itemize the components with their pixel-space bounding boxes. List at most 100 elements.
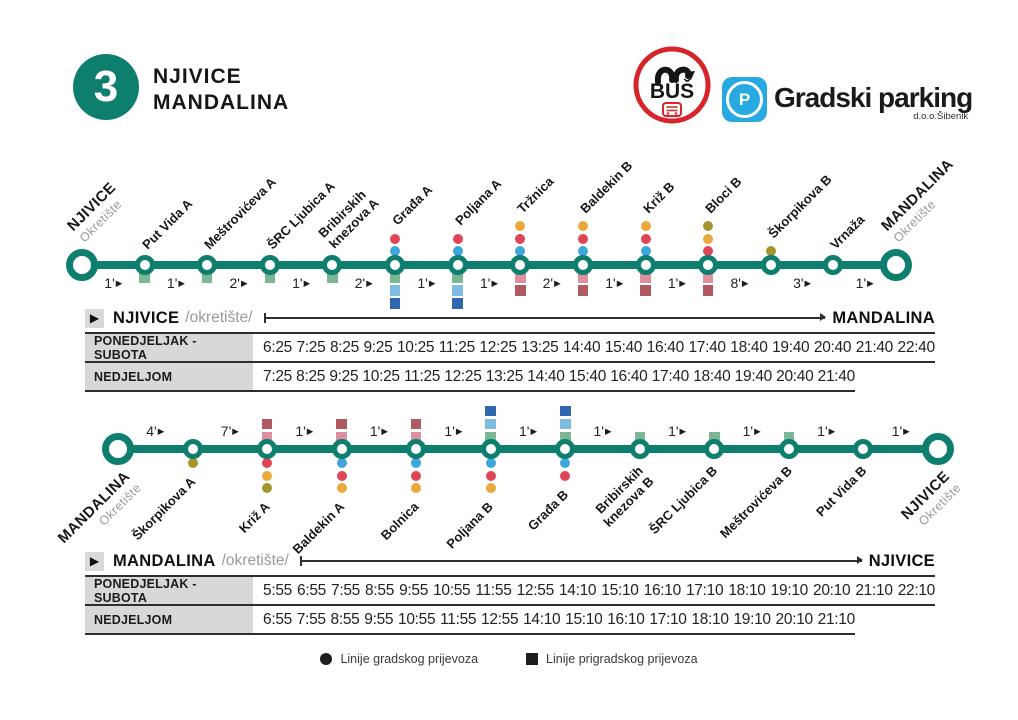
direction-triangle-icon: ▶	[554, 278, 561, 288]
direction-triangle-icon: ▶	[306, 426, 314, 436]
suburban-line-square	[389, 285, 401, 296]
departure-time: 14:40	[527, 367, 565, 385]
route-number: 3	[93, 62, 119, 111]
departure-time: 18:40	[730, 338, 768, 356]
city-line-dot	[515, 221, 526, 231]
departure-time: 7:25	[296, 338, 326, 356]
legend: Linije gradskog prijevoza Linije prigrad…	[0, 652, 1018, 666]
departure-time: 21:40	[817, 367, 856, 385]
stop-circle	[197, 255, 218, 275]
departure-time: 12:25	[479, 338, 517, 356]
direction-triangle-icon: ▶	[428, 278, 436, 288]
city-line-dot	[336, 470, 347, 481]
suburban-line-square	[264, 272, 276, 283]
departure-time: 10:55	[398, 610, 436, 628]
departure-times: 7:25 8:25 9:25 10:25 11:25 12:25 13:25 14:40 15:…	[263, 363, 855, 390]
direction-line	[299, 556, 863, 565]
legend-city-label: Linije gradskog prijevoza	[340, 652, 479, 666]
departure-time: 18:10	[728, 581, 766, 599]
timetable-origin-sub: /okretište/	[221, 552, 289, 569]
direction-triangle-icon: ▶	[178, 278, 185, 288]
direction-triangle-icon: ▶	[679, 278, 686, 288]
departure-time: 19:40	[772, 338, 810, 356]
direction-triangle-icon: ▶	[867, 278, 874, 288]
city-line-dot	[336, 483, 347, 493]
terminal-stop-circle	[922, 433, 954, 465]
suburban-line-square	[577, 285, 589, 296]
city-line-dot	[703, 233, 714, 244]
city-line-dot	[515, 233, 526, 244]
direction-triangle-icon: ▶	[741, 278, 749, 288]
departure-time: 21:10	[817, 610, 856, 628]
direction-triangle-icon: ▶	[381, 426, 388, 436]
city-line-dot	[411, 458, 422, 468]
city-line-dot	[577, 233, 588, 244]
direction-triangle-icon: ▶	[616, 278, 624, 288]
timetable-destination: NJIVICE	[868, 551, 935, 570]
departure-time: 19:40	[734, 367, 773, 385]
departure-time: 16:40	[646, 338, 685, 356]
departure-time: 16:10	[643, 581, 682, 599]
stop-circle	[853, 439, 874, 459]
suburban-line-square	[640, 272, 651, 283]
stop-label: Put Vida B	[812, 463, 870, 520]
route-title: NJIVICE MANDALINA	[153, 64, 289, 116]
suburban-line-square	[709, 431, 720, 442]
route-destination-name: MANDALINA	[153, 91, 290, 114]
departure-time: 17:40	[688, 338, 726, 356]
stop-label: NJIVICE Okretište	[897, 468, 964, 529]
direction-triangle-icon: ▶	[604, 426, 612, 436]
suburban-line-square	[139, 272, 150, 283]
direction-arrow-icon: ▶	[85, 551, 104, 571]
stop-circle	[510, 255, 531, 275]
suburban-line-square	[389, 272, 401, 283]
direction-line	[263, 313, 827, 322]
departure-time: 7:25	[263, 367, 292, 385]
city-line-dot	[452, 233, 463, 244]
city-line-dot	[515, 246, 526, 256]
departure-time: 9:25	[329, 367, 359, 385]
departure-time: 9:55	[399, 581, 429, 599]
legend-suburban-lines: Linije prigradskog prijevoza	[526, 652, 698, 666]
suburban-line-square	[560, 418, 571, 429]
city-line-circle-icon	[320, 653, 333, 665]
departure-time: 11:55	[475, 581, 512, 599]
departure-time: 11:25	[403, 367, 441, 385]
departure-time: 12:55	[481, 610, 519, 628]
suburban-line-square	[560, 405, 571, 416]
terminal-stop-circle	[880, 249, 912, 281]
stop-circle	[322, 255, 343, 275]
city-line-dot	[560, 470, 571, 481]
direction-triangle-icon: ▶	[232, 426, 239, 436]
departure-time: 14:40	[563, 338, 601, 356]
city-line-dot	[262, 483, 273, 493]
stop-circle	[572, 255, 593, 275]
parking-brand-text: Gradski parking	[774, 82, 973, 113]
departure-time: 17:40	[651, 367, 690, 385]
segment-time: 2'▶	[542, 275, 561, 291]
departure-time: 14:10	[558, 581, 597, 599]
departure-time: 17:10	[685, 581, 724, 599]
direction-triangle-icon: ▶	[157, 426, 165, 436]
timetable-origin: MANDALINA	[113, 551, 216, 570]
departure-times: 6:25 7:25 8:25 9:25 10:25 11:25 12:25 13:25 14:4…	[263, 334, 935, 361]
day-row-label: PONEDJELJAK - SUBOTA	[85, 577, 253, 605]
stop-circle	[257, 439, 278, 459]
departure-time: 16:40	[610, 367, 648, 385]
departure-time: 10:55	[433, 581, 471, 599]
segment-time: 1'▶	[891, 423, 910, 439]
stop-circle	[259, 255, 280, 275]
day-row-label: PONEDJELJAK - SUBOTA	[85, 334, 253, 362]
departure-time: 22:10	[897, 581, 936, 599]
suburban-line-square	[452, 285, 463, 296]
departure-time: 19:10	[733, 610, 771, 628]
day-row-label: NEDJELJOM	[85, 363, 253, 390]
segment-time: 1'▶	[518, 423, 537, 439]
stop-circle	[778, 439, 799, 459]
day-row: PONEDJELJAK - SUBOTA 5:55 6:55 7:55 8:55 9:55…	[85, 577, 935, 606]
bus-logo-icon: BUŠ	[633, 46, 711, 124]
segment-time: 1'▶	[369, 423, 388, 439]
city-line-dot	[640, 233, 651, 244]
direction-triangle-icon: ▶	[366, 278, 373, 288]
